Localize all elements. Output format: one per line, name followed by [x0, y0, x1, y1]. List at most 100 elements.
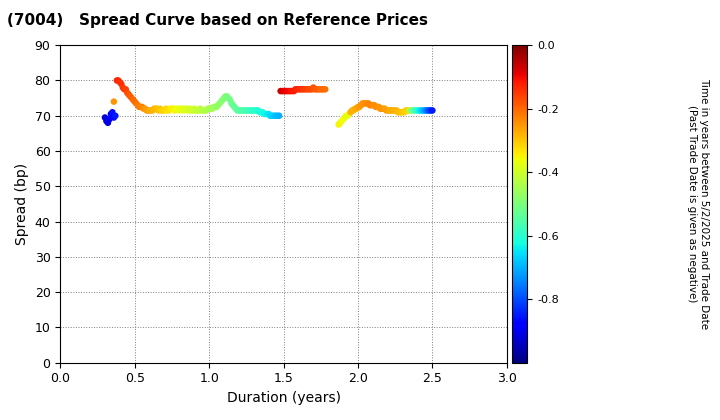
Point [385, 107, 397, 114]
Point [161, 105, 172, 112]
Point [282, 88, 294, 94]
Point [382, 107, 394, 114]
Point [302, 86, 313, 93]
Point [356, 100, 368, 107]
Point [303, 86, 315, 93]
Point [212, 102, 224, 108]
Point [224, 97, 235, 103]
Point [355, 102, 366, 108]
Point [360, 100, 372, 107]
Point [215, 98, 227, 105]
Point [338, 116, 349, 123]
Point [220, 93, 231, 100]
Point [346, 107, 358, 114]
Point [422, 107, 433, 114]
Point [390, 107, 401, 114]
Point [248, 107, 259, 114]
Point [158, 107, 170, 114]
Point [391, 107, 402, 114]
Point [266, 113, 277, 119]
Point [412, 107, 423, 114]
Point [263, 110, 274, 117]
Point [341, 113, 352, 119]
Text: (7004)   Spread Curve based on Reference Prices: (7004) Spread Curve based on Reference P… [7, 13, 428, 28]
Point [363, 100, 374, 107]
Point [413, 107, 425, 114]
Point [130, 100, 142, 107]
Point [320, 86, 331, 93]
Point [228, 102, 239, 108]
Point [105, 110, 117, 117]
Point [222, 95, 234, 102]
Point [387, 107, 398, 114]
Point [309, 86, 320, 93]
Point [372, 104, 383, 110]
Point [288, 88, 300, 94]
Point [214, 100, 225, 107]
Point [367, 102, 379, 108]
Point [257, 109, 269, 116]
Point [409, 107, 420, 114]
Point [294, 86, 306, 93]
Point [207, 105, 218, 112]
Point [384, 107, 395, 114]
Point [119, 86, 130, 93]
Point [153, 107, 164, 114]
Point [199, 107, 210, 114]
Point [135, 104, 146, 110]
Point [256, 109, 267, 116]
Point [193, 107, 204, 114]
Point [203, 105, 215, 112]
Point [115, 81, 127, 87]
Point [166, 105, 178, 112]
Point [109, 113, 121, 119]
Point [221, 93, 233, 100]
Point [342, 113, 354, 119]
Point [140, 105, 151, 112]
Point [123, 91, 135, 98]
Point [366, 102, 377, 108]
Point [373, 104, 384, 110]
Point [245, 107, 256, 114]
Point [351, 105, 362, 112]
Point [278, 88, 289, 94]
Point [132, 102, 143, 108]
Point [114, 79, 125, 86]
Point [270, 113, 282, 119]
Point [175, 105, 186, 112]
Point [126, 95, 138, 102]
Point [171, 105, 182, 112]
Point [415, 107, 426, 114]
Point [364, 102, 376, 108]
Point [104, 116, 115, 123]
Point [254, 109, 266, 116]
Point [345, 109, 356, 116]
Point [427, 107, 438, 114]
Point [377, 105, 389, 112]
Point [230, 105, 242, 112]
Point [112, 77, 124, 84]
Point [172, 105, 184, 112]
Point [240, 107, 252, 114]
Point [258, 110, 270, 117]
Point [369, 102, 380, 108]
Point [418, 107, 429, 114]
Point [197, 107, 209, 114]
Point [229, 104, 240, 110]
Point [144, 107, 156, 114]
Point [187, 107, 199, 114]
Point [279, 88, 291, 94]
Point [291, 86, 302, 93]
Point [250, 107, 261, 114]
Point [151, 105, 163, 112]
Point [272, 113, 284, 119]
Point [423, 107, 435, 114]
Point [243, 107, 255, 114]
Point [274, 113, 285, 119]
Point [334, 119, 346, 126]
Point [238, 107, 249, 114]
Point [233, 107, 245, 114]
Point [408, 107, 419, 114]
Point [339, 114, 351, 121]
Point [178, 107, 189, 114]
